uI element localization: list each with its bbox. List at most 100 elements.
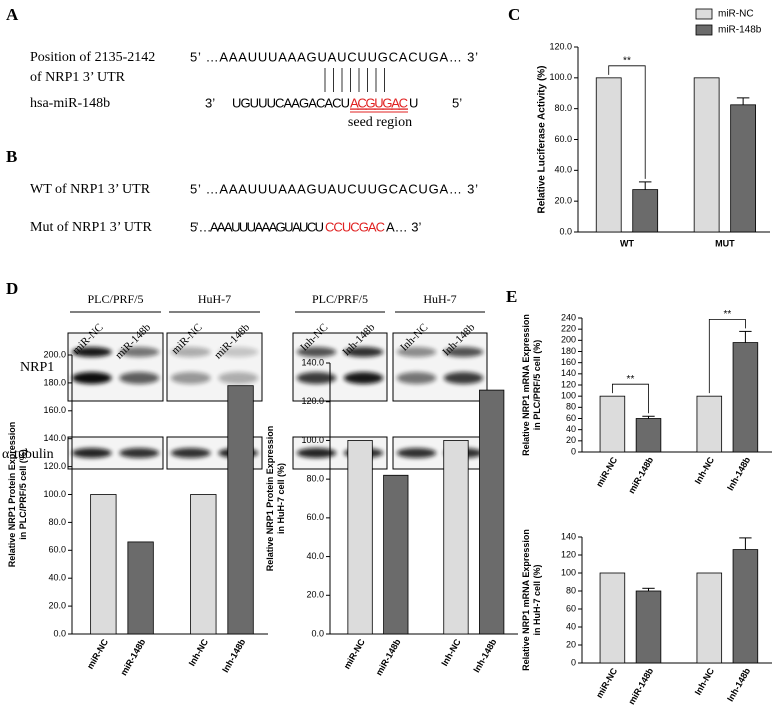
panel-letter: E — [506, 287, 517, 306]
blot-frame — [67, 332, 164, 402]
band — [170, 372, 211, 384]
y-tick-label: 80.0 — [306, 474, 324, 484]
significance-label: ** — [627, 374, 635, 385]
bar — [595, 77, 622, 233]
y-tick-label: 100 — [561, 567, 576, 577]
panel-letter: C — [508, 5, 520, 24]
x-tick-label: Inh-148b — [725, 455, 752, 492]
bar — [599, 572, 626, 664]
y-tick-label: 0.0 — [559, 226, 572, 236]
y-tick-label: 240 — [561, 312, 576, 322]
y-tick-label: 180.0 — [43, 377, 66, 387]
legend-label: miR-NC — [718, 9, 754, 20]
y-axis-label: in PLC/PRF/5 cell (%) — [532, 340, 542, 431]
y-tick-label: 20 — [566, 639, 576, 649]
x-tick-label: Inh-NC — [693, 455, 717, 486]
bar — [632, 189, 659, 233]
bar — [635, 418, 662, 453]
blot-frame — [392, 332, 488, 402]
y-tick-label: 100.0 — [43, 489, 66, 499]
mirna-end: 5’ — [452, 95, 462, 110]
band — [296, 448, 337, 458]
pairing-lines — [324, 68, 385, 92]
target-label: of NRP1 3’ UTR — [30, 70, 126, 85]
band — [343, 372, 384, 384]
y-tick-label: 20.0 — [306, 590, 324, 600]
y-tick-label: 60 — [566, 413, 576, 423]
band — [119, 347, 160, 357]
band — [443, 347, 484, 357]
y-axis-label: Relative Luciferase Activity (%) — [537, 65, 548, 213]
y-tick-label: 100.0 — [549, 72, 572, 82]
legend-swatch — [695, 8, 713, 20]
x-tick-label: miR-148b — [626, 666, 655, 707]
band — [170, 347, 211, 357]
y-tick-label: 220 — [561, 324, 576, 334]
y-tick-label: 40 — [566, 621, 576, 631]
y-axis-label: Relative NRP1 Protein Expression — [7, 422, 17, 568]
cell-line-label: HuH-7 — [423, 292, 456, 306]
y-tick-label: 200.0 — [43, 349, 66, 359]
y-tick-label: 120.0 — [301, 396, 324, 406]
bar — [347, 440, 373, 635]
band — [396, 372, 437, 384]
y-tick-label: 20 — [566, 435, 576, 445]
y-tick-label: 80.0 — [48, 517, 66, 527]
bar — [693, 77, 720, 233]
y-tick-label: 20.0 — [48, 600, 66, 610]
panel-letter: A — [6, 5, 19, 24]
y-tick-label: 100.0 — [301, 435, 324, 445]
y-tick-label: 200 — [561, 335, 576, 345]
y-tick-label: 0 — [571, 446, 576, 456]
bar — [479, 389, 505, 635]
blot-label: α-tubulin — [2, 447, 54, 462]
band — [296, 347, 337, 357]
band — [343, 347, 384, 357]
target-sequence: 5’ …AAAUUUAAAGUAUCUUGCACUGA… 3’ — [190, 49, 478, 64]
y-tick-label: 60.0 — [306, 512, 324, 522]
bar — [696, 572, 723, 664]
x-tick-label: Inh-148b — [471, 637, 498, 674]
y-tick-label: 40.0 — [306, 551, 324, 561]
mirna-label: hsa-miR-148b — [30, 96, 110, 111]
mut-sequence: A… 3’ — [386, 219, 422, 234]
mut-label: Mut of NRP1 3’ UTR — [30, 220, 153, 235]
x-tick-label: Inh-NC — [187, 637, 211, 668]
x-tick-label: miR-NC — [85, 637, 110, 671]
y-tick-label: 140.0 — [43, 433, 66, 443]
y-axis-label: in HuH-7 cell (%) — [276, 463, 286, 534]
y-axis-label: Relative NRP1 mRNA Expression — [521, 314, 531, 456]
mut-sequence: 5’ …AAAUUUAAAGUAUCU — [190, 219, 324, 234]
x-tick-label: miR-NC — [342, 637, 367, 671]
y-tick-label: 80 — [566, 402, 576, 412]
y-tick-label: 40.0 — [554, 165, 572, 175]
x-tick-label: MUT — [715, 238, 735, 248]
bar — [730, 104, 757, 233]
x-tick-label: Inh-148b — [220, 637, 247, 674]
y-tick-label: 100 — [561, 391, 576, 401]
mirna-sequence: UGUUUCAAGACACU — [232, 95, 350, 110]
y-tick-label: 0.0 — [311, 628, 324, 638]
mirna-tail: U — [409, 95, 418, 110]
band — [119, 448, 160, 458]
y-tick-label: 120.0 — [43, 461, 66, 471]
y-tick-label: 160.0 — [43, 405, 66, 415]
band — [396, 347, 437, 357]
x-tick-label: Inh-NC — [439, 637, 463, 668]
y-axis-label: in HuH-7 cell (%) — [532, 564, 542, 635]
cell-line-label: PLC/PRF/5 — [312, 292, 368, 306]
x-tick-label: Inh-148b — [725, 666, 752, 703]
y-tick-label: 80.0 — [554, 103, 572, 113]
y-tick-label: 120.0 — [549, 41, 572, 51]
y-tick-label: 60.0 — [48, 545, 66, 555]
significance-label: ** — [623, 55, 631, 66]
target-label: Position of 2135-2142 — [30, 50, 155, 65]
band — [218, 347, 259, 357]
band — [71, 372, 112, 384]
x-tick-label: WT — [620, 238, 634, 248]
y-tick-label: 40.0 — [48, 573, 66, 583]
y-axis-label: Relative NRP1 Protein Expression — [265, 426, 275, 572]
band — [119, 372, 160, 384]
